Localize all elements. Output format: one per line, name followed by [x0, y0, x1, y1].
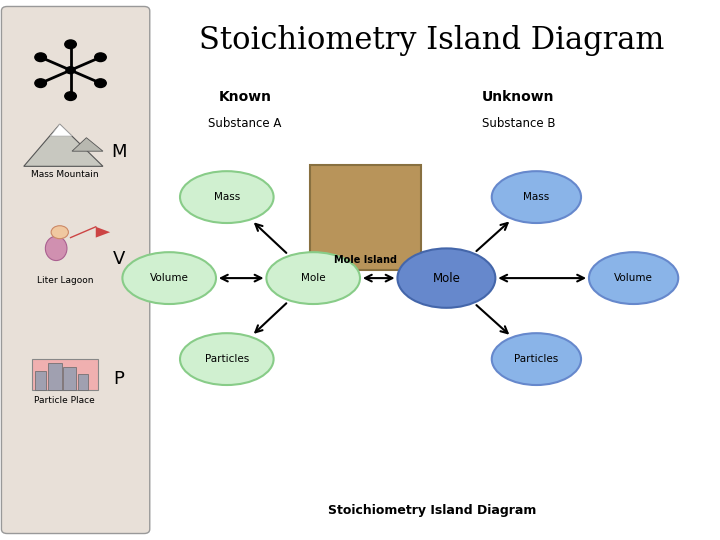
Polygon shape	[24, 124, 103, 166]
Ellipse shape	[45, 237, 67, 260]
Text: P: P	[113, 370, 125, 388]
Ellipse shape	[180, 333, 274, 385]
Circle shape	[65, 92, 76, 100]
Ellipse shape	[180, 171, 274, 223]
Bar	[35, 371, 46, 390]
Text: Liter Lagoon: Liter Lagoon	[37, 276, 93, 285]
Circle shape	[35, 79, 46, 87]
Polygon shape	[72, 138, 103, 151]
Bar	[78, 374, 88, 390]
Text: M: M	[111, 143, 127, 161]
Text: Mass: Mass	[214, 192, 240, 202]
Text: Unknown: Unknown	[482, 90, 554, 104]
Text: V: V	[112, 250, 125, 268]
Text: Known: Known	[218, 90, 271, 104]
Text: Stoichiometry Island Diagram: Stoichiometry Island Diagram	[199, 25, 665, 56]
Text: Substance B: Substance B	[482, 117, 555, 130]
Text: Particle Place: Particle Place	[35, 396, 95, 405]
Text: Mass: Mass	[523, 192, 549, 202]
Polygon shape	[50, 124, 72, 136]
Text: Stoichiometry Island Diagram: Stoichiometry Island Diagram	[328, 504, 536, 517]
Text: Mole Island: Mole Island	[334, 255, 397, 265]
Circle shape	[51, 226, 68, 239]
Circle shape	[66, 67, 75, 73]
FancyBboxPatch shape	[1, 6, 150, 534]
Text: Mole: Mole	[301, 273, 325, 283]
Circle shape	[65, 40, 76, 49]
Circle shape	[95, 53, 107, 62]
Ellipse shape	[492, 333, 581, 385]
Text: Mole: Mole	[433, 272, 460, 285]
Bar	[48, 363, 62, 390]
Bar	[32, 359, 98, 390]
Circle shape	[35, 53, 46, 62]
Text: Mass Mountain: Mass Mountain	[31, 171, 99, 179]
Circle shape	[95, 79, 107, 87]
Ellipse shape	[397, 248, 495, 308]
Text: Substance A: Substance A	[208, 117, 282, 130]
Text: Volume: Volume	[614, 273, 653, 283]
Ellipse shape	[122, 252, 216, 304]
Text: Particles: Particles	[204, 354, 249, 364]
Text: Volume: Volume	[150, 273, 189, 283]
Bar	[63, 367, 76, 390]
Text: Particles: Particles	[514, 354, 559, 364]
Ellipse shape	[266, 252, 360, 304]
Ellipse shape	[492, 171, 581, 223]
Ellipse shape	[589, 252, 678, 304]
Bar	[310, 165, 421, 270]
Polygon shape	[96, 227, 110, 238]
